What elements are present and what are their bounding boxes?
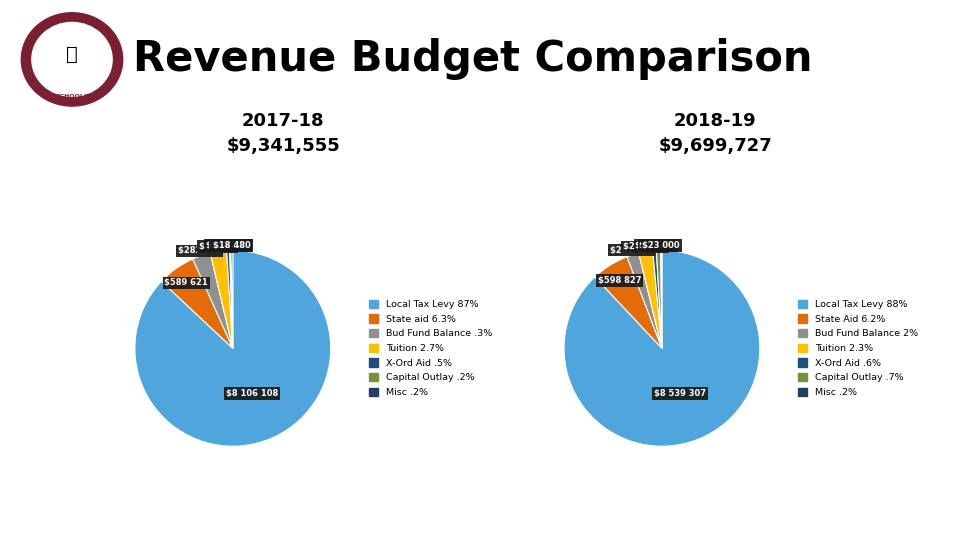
Text: $598 827: $598 827	[597, 276, 641, 285]
Text: $8 539 307: $8 539 307	[654, 389, 706, 399]
Text: $23 000: $23 000	[642, 241, 680, 250]
Text: $282 301: $282 301	[610, 246, 653, 255]
Wedge shape	[595, 257, 662, 348]
Text: $8 106 108: $8 106 108	[227, 389, 278, 398]
Wedge shape	[653, 251, 662, 348]
Wedge shape	[660, 251, 662, 348]
Text: $294 840: $294 840	[206, 241, 250, 250]
Text: $589 621: $589 621	[164, 279, 208, 287]
Wedge shape	[227, 251, 233, 348]
Wedge shape	[210, 251, 233, 348]
Text: $18 205: $18 205	[211, 241, 250, 250]
Text: $9,699,727: $9,699,727	[659, 137, 772, 155]
Text: Revenue Budget Comparison: Revenue Budget Comparison	[132, 38, 812, 80]
Wedge shape	[564, 251, 759, 446]
Legend: Local Tax Levy 87%, State aid 6.3%, Bud Fund Balance .3%, Tuition 2.7%, X-Ord Ai: Local Tax Levy 87%, State aid 6.3%, Bud …	[365, 296, 495, 401]
Wedge shape	[657, 251, 662, 348]
Text: $9,341,555: $9,341,555	[227, 137, 340, 155]
Wedge shape	[161, 259, 233, 348]
Circle shape	[32, 23, 112, 96]
Wedge shape	[135, 251, 330, 446]
Wedge shape	[193, 253, 233, 348]
Text: 2018-19: 2018-19	[674, 112, 756, 131]
Legend: Local Tax Levy 88%, State Aid 6.2%, Bud Fund Balance 2%, Tuition 2.3%, X-Ord Aid: Local Tax Levy 88%, State Aid 6.2%, Bud …	[794, 296, 922, 401]
Wedge shape	[638, 251, 662, 348]
Text: SCHOOLS: SCHOOLS	[56, 94, 88, 99]
Text: $220 500: $220 500	[623, 242, 666, 252]
Wedge shape	[231, 251, 233, 348]
Wedge shape	[627, 253, 662, 348]
Text: 🦅: 🦅	[66, 45, 78, 64]
Text: $70 295: $70 295	[639, 241, 677, 250]
Text: $18 480: $18 480	[213, 241, 251, 250]
Text: $60 000: $60 000	[636, 241, 673, 250]
Text: $50 000: $50 000	[199, 242, 236, 251]
Text: 2017-18: 2017-18	[242, 112, 324, 131]
Text: $282 301: $282 301	[178, 246, 222, 255]
Wedge shape	[229, 251, 233, 348]
Circle shape	[21, 13, 123, 106]
